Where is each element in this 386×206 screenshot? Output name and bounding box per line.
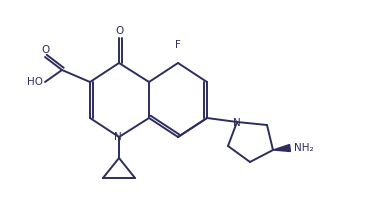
Text: HO: HO xyxy=(27,77,43,87)
Text: N: N xyxy=(233,118,241,128)
Text: F: F xyxy=(175,40,181,50)
Text: O: O xyxy=(115,26,123,36)
Text: O: O xyxy=(41,45,49,55)
Text: NH₂: NH₂ xyxy=(294,143,313,153)
Text: N: N xyxy=(114,132,122,142)
Polygon shape xyxy=(273,145,290,151)
